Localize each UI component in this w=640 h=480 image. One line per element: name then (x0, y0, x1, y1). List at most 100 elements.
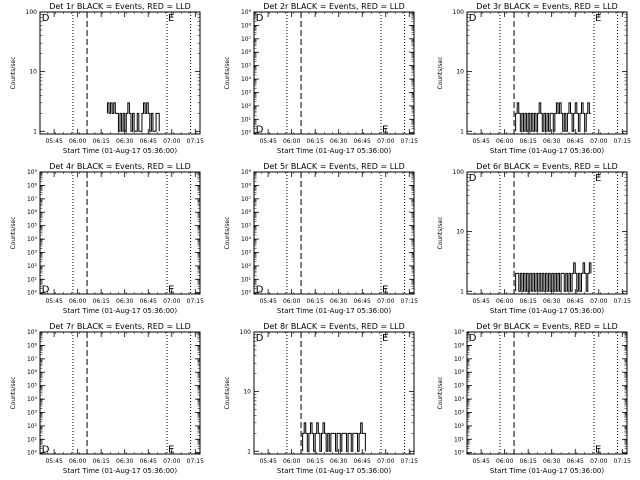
panel-det-5: Det 5r BLACK = Events, RED = LLD Counts/s… (224, 162, 418, 315)
panel-det-9: Det 9r BLACK = Events, RED = LLD Counts/s… (437, 322, 631, 475)
y-tick-label: 10⁸ (27, 342, 38, 349)
x-tick-label: 06:45 (140, 138, 157, 145)
y-tick-label: 10⁷ (27, 356, 38, 363)
y-tick-label: 10⁴ (454, 396, 465, 403)
interval-marker-d: D (42, 285, 50, 296)
x-tick-label: 07:00 (163, 138, 180, 145)
panel-det-6: Det 6r BLACK = Events, RED = LLD Counts/s… (437, 162, 631, 315)
panel-det-1: Det 1r BLACK = Events, RED = LLD Counts/s… (10, 2, 204, 155)
x-tick-label: 05:45 (472, 298, 489, 305)
panel-det-8: Det 8r BLACK = Events, RED = LLD Counts/s… (224, 322, 418, 475)
interval-marker-d: D (256, 13, 264, 24)
interval-marker-e: E (168, 285, 174, 296)
y-tick-label: 10⁰ (454, 450, 465, 457)
y-tick-label: 10⁶ (241, 49, 252, 56)
x-tick-label: 07:00 (163, 458, 180, 465)
y-axis-label: Counts/sec (10, 56, 17, 89)
x-tick-label: 06:15 (307, 298, 324, 305)
x-tick-label: 07:00 (590, 138, 607, 145)
x-tick-label: 06:30 (543, 458, 560, 465)
y-axis-label: Counts/sec (224, 216, 231, 249)
plot-frame (253, 331, 415, 455)
panel-det-3: Det 3r BLACK = Events, RED = LLD Counts/s… (437, 2, 631, 155)
x-tick-label: 07:15 (614, 138, 631, 145)
y-tick-label: 1 (460, 288, 464, 295)
y-tick-label: 10⁶ (27, 209, 38, 216)
plot-frame (466, 171, 628, 295)
y-tick-label: 10² (241, 263, 252, 270)
y-tick-label: 10⁶ (454, 369, 465, 376)
x-tick-label: 06:30 (116, 298, 133, 305)
y-tick-label: 10³ (27, 409, 38, 416)
x-axis-label: Start Time (01-Aug-17 05:36:00) (277, 467, 391, 475)
x-axis-label: Start Time (01-Aug-17 05:36:00) (490, 307, 604, 315)
y-tick-label: 10² (27, 263, 38, 270)
x-tick-label: 06:00 (69, 138, 86, 145)
y-tick-label: 10⁶ (241, 209, 252, 216)
x-tick-label: 06:00 (283, 458, 300, 465)
x-tick-label: 05:45 (472, 458, 489, 465)
x-tick-label: 06:15 (520, 138, 537, 145)
panel-title: Det 5r BLACK = Events, RED = LLD (263, 162, 405, 171)
plot-frame (39, 171, 201, 295)
interval-marker-e: E (595, 445, 601, 456)
panel-title: Det 7r BLACK = Events, RED = LLD (49, 322, 191, 331)
interval-marker-e: E (382, 333, 388, 344)
y-axis-label: Counts/sec (10, 216, 17, 249)
x-tick-label: 06:30 (330, 298, 347, 305)
y-tick-label: 10⁰ (27, 450, 38, 457)
y-tick-label: 10¹ (27, 436, 38, 443)
x-axis-label: Start Time (01-Aug-17 05:36:00) (63, 467, 177, 475)
y-tick-label: 10⁴ (241, 76, 252, 83)
interval-marker-d: D (469, 173, 477, 184)
y-axis-label: Counts/sec (224, 56, 231, 89)
x-tick-label: 06:30 (330, 138, 347, 145)
x-tick-label: 07:15 (401, 138, 418, 145)
x-tick-label: 06:30 (543, 138, 560, 145)
plot-frame (466, 11, 628, 135)
y-tick-label: 10³ (241, 89, 252, 96)
interval-marker-e: E (168, 13, 174, 24)
y-tick-label: 1 (33, 128, 37, 135)
interval-marker-d: D (42, 445, 50, 456)
x-tick-label: 06:45 (354, 298, 371, 305)
x-tick-label: 07:00 (163, 298, 180, 305)
x-axis-label: Start Time (01-Aug-17 05:36:00) (490, 147, 604, 155)
x-tick-label: 06:00 (283, 138, 300, 145)
x-tick-label: 07:15 (187, 458, 204, 465)
y-tick-label: 10¹ (27, 276, 38, 283)
y-tick-label: 10⁵ (454, 383, 465, 390)
x-tick-label: 06:45 (567, 458, 584, 465)
plot-frame (466, 331, 628, 455)
x-tick-label: 06:00 (283, 298, 300, 305)
x-tick-label: 07:00 (590, 298, 607, 305)
y-tick-label: 10⁵ (241, 63, 252, 70)
plot-frame (39, 331, 201, 455)
y-tick-label: 10² (241, 103, 252, 110)
events-series-line (302, 422, 366, 452)
x-axis-label: Start Time (01-Aug-17 05:36:00) (63, 307, 177, 315)
y-tick-label: 10⁷ (241, 36, 252, 43)
panel-title: Det 6r BLACK = Events, RED = LLD (476, 162, 618, 171)
x-tick-label: 06:15 (520, 298, 537, 305)
x-tick-label: 06:45 (567, 298, 584, 305)
y-tick-label: 10⁷ (27, 196, 38, 203)
interval-marker-e: E (382, 285, 388, 296)
x-tick-label: 06:00 (69, 298, 86, 305)
x-tick-label: 05:45 (259, 138, 276, 145)
x-tick-label: 07:15 (401, 458, 418, 465)
y-tick-label: 10 (456, 69, 464, 76)
interval-marker-d: D (256, 333, 264, 344)
x-tick-label: 05:45 (45, 138, 62, 145)
x-tick-label: 07:15 (401, 298, 418, 305)
y-tick-label: 10⁸ (27, 182, 38, 189)
plot-frame (253, 11, 415, 135)
events-series-line (515, 102, 591, 132)
y-tick-label: 10⁸ (241, 182, 252, 189)
x-tick-label: 06:45 (567, 138, 584, 145)
panel-det-7: Det 7r BLACK = Events, RED = LLD Counts/s… (10, 322, 204, 475)
y-tick-label: 10⁷ (241, 196, 252, 203)
y-tick-label: 1 (247, 448, 251, 455)
x-tick-label: 06:15 (520, 458, 537, 465)
